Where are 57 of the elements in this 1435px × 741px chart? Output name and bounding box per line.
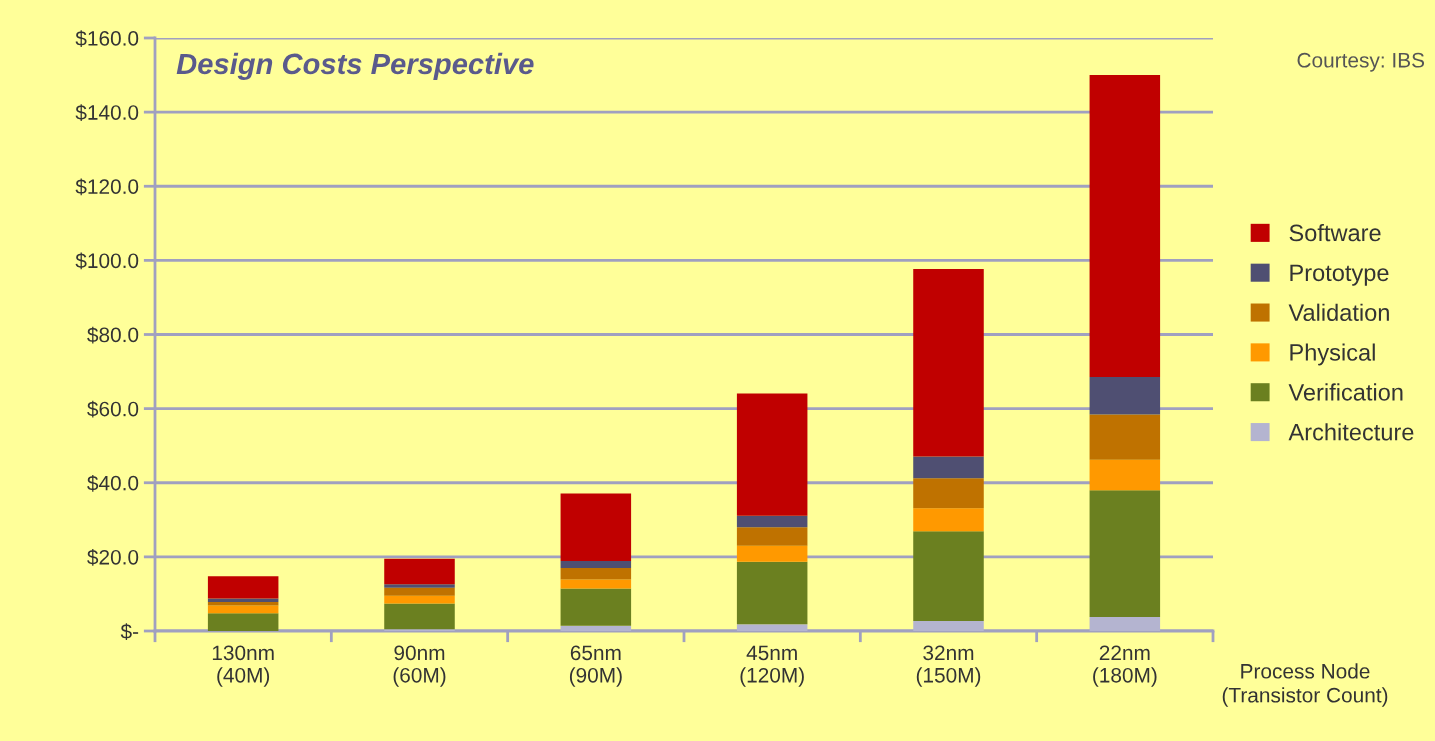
bar [913,268,984,457]
y-tick-label: $60.0 [87,400,139,418]
bar [736,527,808,546]
bar [560,579,632,589]
bar [207,613,279,631]
bar [1089,490,1161,617]
bar [560,493,632,561]
y-tick-label: $100.0 [75,252,139,270]
y-tick-label: $20.0 [87,549,139,566]
bar [1089,459,1161,491]
bar [1089,616,1161,631]
x-tick-label: 45nm (120M) [740,645,804,687]
bar [207,598,279,603]
chart-title: Design Costs Perspective [176,52,534,81]
bar [913,456,984,479]
bar [736,545,808,562]
bar [913,478,984,509]
bar [560,625,632,631]
bar [736,624,808,631]
bar [384,603,455,630]
legend-label: Verification [1288,383,1403,401]
bar [913,620,984,631]
x-tick-label: 130nm (40M) [212,645,274,687]
legend-label: Validation [1288,303,1389,321]
bar [560,567,632,580]
legend-label: Software [1289,223,1381,242]
bar [913,531,984,621]
bar [207,605,279,614]
y-tick-label: $160.0 [75,30,139,47]
x-tick-label: 32nm (150M) [916,645,981,687]
bar [736,515,808,528]
bar [736,561,808,625]
legend-label: Prototype [1290,264,1389,286]
bar [384,587,455,596]
y-tick-label: $140.0 [75,104,139,122]
legend-label: Physical [1290,343,1375,366]
y-tick-label: $40.0 [87,474,139,492]
x-tick-label: 65nm (90M) [569,645,622,687]
bar [560,560,632,568]
bar [1089,414,1161,460]
x-axis-title: Process Node (Transistor Count) [1222,663,1388,707]
bar [736,393,808,516]
x-tick-label: 90nm (60M) [393,645,446,687]
bar [913,508,984,532]
bar [384,558,455,585]
y-tick-label: $- [120,623,139,640]
bar [384,595,455,604]
bar [207,576,279,599]
y-tick-label: $80.0 [87,326,139,344]
bar [384,584,455,588]
text: Courtesy: IBS [1297,52,1425,72]
bar [1089,75,1161,378]
bar [560,588,632,626]
bar [1089,377,1161,415]
legend-label: Architecture [1288,423,1414,441]
y-tick-label: $120.0 [75,178,139,196]
x-tick-label: 22nm (180M) [1093,645,1157,687]
